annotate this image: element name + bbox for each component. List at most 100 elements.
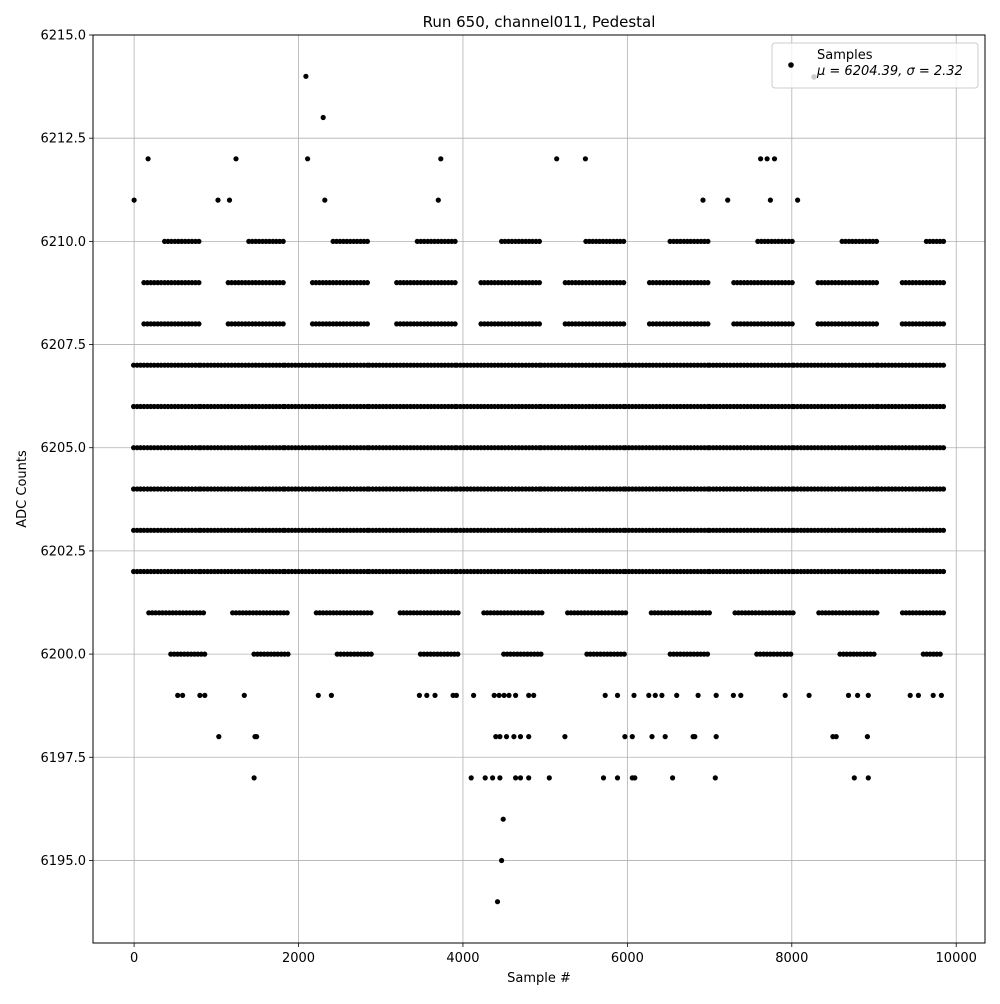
data-point	[621, 238, 627, 244]
data-point	[659, 692, 665, 699]
data-point	[435, 197, 441, 203]
data-point	[416, 692, 422, 699]
data-point	[674, 692, 680, 699]
data-point	[513, 775, 519, 781]
legend: Samples μ = 6204.39, σ = 2.32	[771, 42, 979, 89]
legend-label: Samples	[817, 48, 873, 63]
data-point	[145, 156, 151, 162]
y-tick-label: 6195.0	[41, 854, 87, 869]
data-point	[767, 197, 774, 203]
data-point	[789, 321, 795, 327]
data-point	[215, 197, 221, 203]
data-point	[940, 403, 947, 410]
data-point	[930, 692, 936, 699]
y-tick-label: 6197.5	[41, 751, 87, 766]
x-tick-label: 8000	[775, 951, 808, 966]
data-point	[280, 321, 286, 327]
data-point	[453, 692, 459, 699]
data-point	[531, 692, 537, 699]
data-point	[315, 692, 321, 699]
data-point	[438, 156, 444, 162]
data-point	[280, 280, 286, 286]
data-point	[705, 238, 711, 244]
data-point	[513, 692, 519, 699]
data-point	[938, 692, 945, 699]
y-tick-label: 6215.0	[41, 29, 87, 44]
data-point	[500, 816, 506, 822]
data-point	[536, 238, 543, 244]
data-point	[493, 734, 499, 740]
data-point	[758, 156, 764, 162]
data-point	[789, 280, 795, 286]
data-point	[632, 775, 638, 781]
data-point	[280, 238, 286, 244]
data-point	[833, 734, 839, 740]
data-point	[621, 280, 627, 286]
data-point	[864, 734, 871, 740]
data-point	[764, 156, 770, 162]
legend-marker-overlap-point	[811, 74, 817, 80]
data-point	[855, 692, 861, 699]
data-point	[546, 775, 552, 781]
data-point	[871, 651, 877, 657]
data-point	[526, 775, 532, 781]
data-point	[197, 692, 203, 699]
data-point	[328, 692, 334, 699]
data-point	[646, 692, 652, 699]
plot-area-frame	[92, 34, 986, 944]
data-point	[202, 651, 208, 657]
data-point	[180, 692, 186, 699]
data-point	[704, 651, 711, 657]
data-point	[233, 156, 239, 162]
data-point	[582, 156, 589, 162]
data-point	[692, 734, 698, 740]
data-point	[782, 692, 788, 699]
data-point	[368, 651, 374, 657]
x-tick-label: 10000	[936, 951, 977, 966]
data-point	[455, 651, 461, 657]
chart-title: Run 650, channel011, Pedestal	[423, 13, 656, 31]
data-point	[940, 527, 947, 533]
data-point	[285, 651, 291, 657]
data-point	[713, 734, 719, 740]
data-point	[131, 197, 137, 203]
axis-ticks: 0 2000 4000 6000 8000 10000 6195.0 6197.5 6200.0…	[41, 29, 977, 967]
data-point	[368, 610, 374, 616]
data-point	[499, 857, 505, 864]
data-point	[254, 734, 260, 740]
data-point	[771, 156, 778, 162]
data-point	[730, 692, 737, 699]
data-point	[865, 775, 871, 781]
data-point	[471, 692, 477, 699]
x-tick-label: 6000	[611, 951, 644, 966]
y-axis-label: ADC Counts	[15, 450, 30, 528]
data-point	[602, 692, 608, 699]
data-point	[506, 692, 512, 699]
data-point	[303, 73, 309, 79]
data-point	[940, 362, 947, 368]
y-tick-label: 6205.0	[41, 441, 87, 456]
data-point	[364, 280, 370, 286]
data-point	[940, 445, 947, 451]
data-point	[511, 734, 517, 740]
data-point	[907, 692, 913, 699]
data-point	[614, 775, 621, 781]
data-point	[432, 692, 438, 699]
data-point	[788, 651, 794, 657]
data-point	[175, 692, 181, 699]
data-point	[873, 280, 880, 286]
data-point	[320, 114, 326, 121]
data-point	[497, 734, 503, 740]
data-point	[494, 899, 501, 905]
data-point	[251, 775, 257, 781]
data-point	[526, 692, 532, 699]
data-point	[538, 651, 544, 657]
data-point	[490, 775, 496, 781]
data-point	[200, 610, 207, 616]
data-point	[790, 610, 796, 616]
data-point	[621, 651, 627, 657]
legend-stats: μ = 6204.39, σ = 2.32	[816, 64, 963, 79]
y-tick-label: 6200.0	[41, 648, 87, 663]
